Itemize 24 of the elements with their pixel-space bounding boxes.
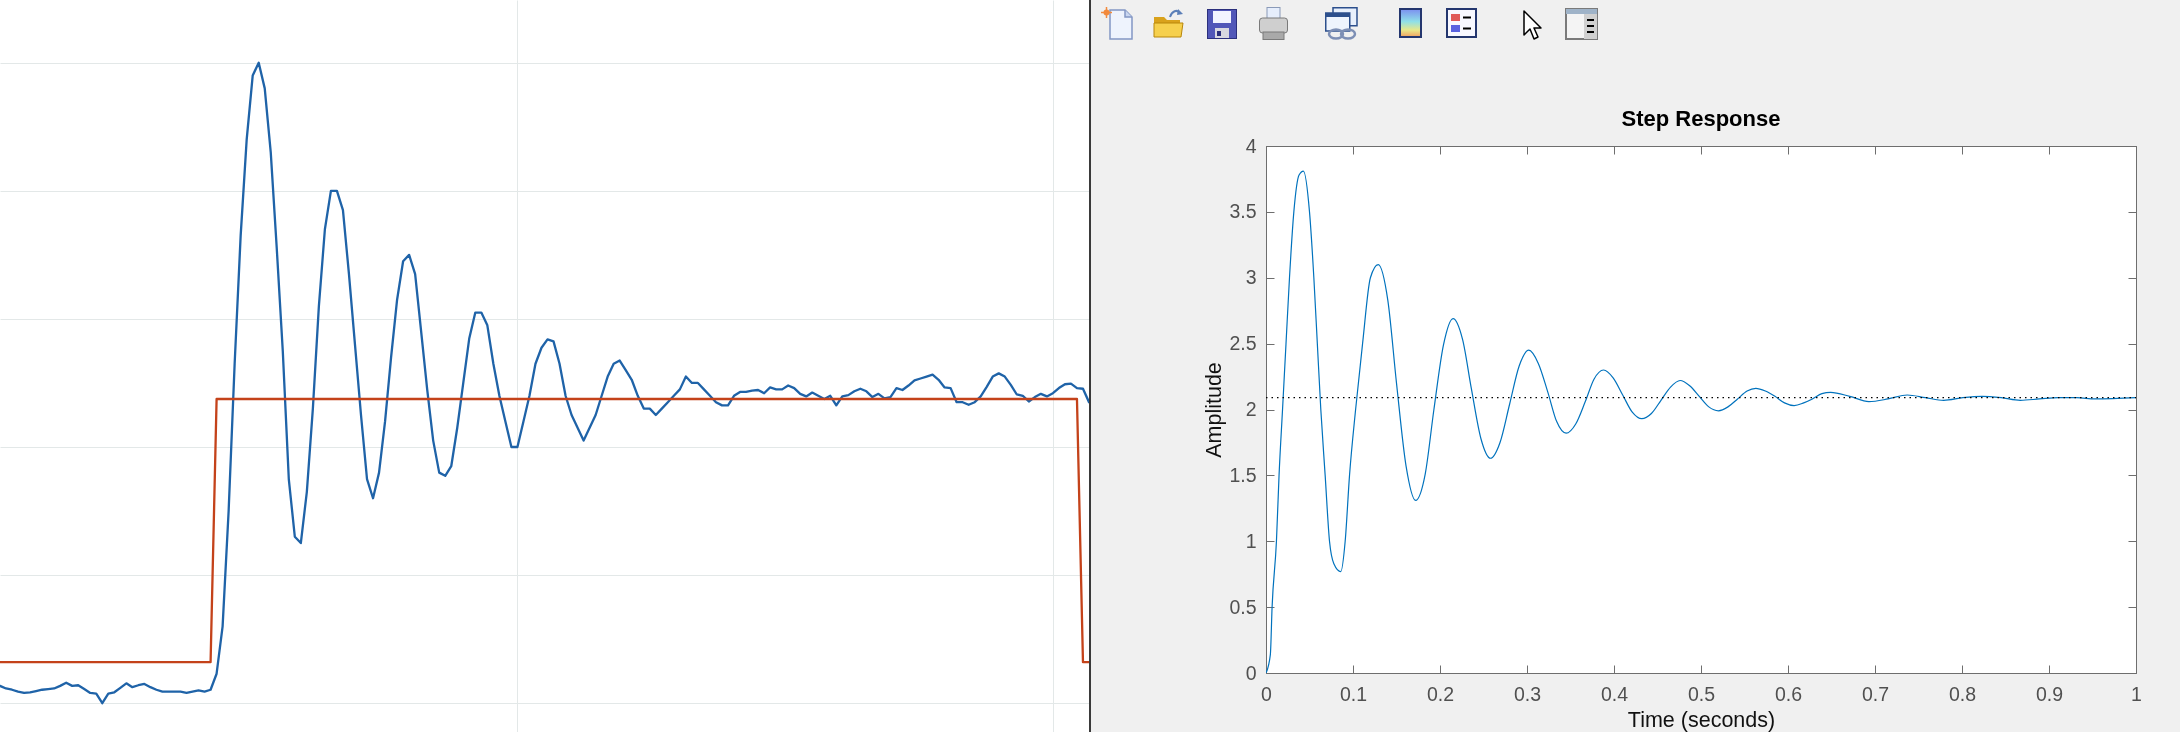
x-tick-label: 0.9	[2035, 682, 2064, 705]
x-tick-label: 0.6	[1774, 682, 1803, 705]
x-tick-label: 0.4	[1600, 682, 1629, 705]
y-tick-label: 2	[1245, 398, 1257, 420]
x-tick-label: 0.2	[1426, 682, 1455, 705]
line-series	[1266, 170, 2136, 673]
x-tick-label: 0	[1261, 682, 1273, 705]
y-tick-label: 4	[1245, 134, 1257, 157]
y-tick-label: 1	[1245, 529, 1257, 552]
x-tick-label: 1	[2131, 682, 2142, 705]
chart-title: Step Response	[1621, 106, 1781, 131]
x-tick-label: 0.8	[1948, 682, 1977, 705]
x-tick-label: 0.3	[1513, 682, 1542, 705]
y-tick-label: 1.5	[1229, 463, 1257, 486]
y-tick-label: 0.5	[1229, 595, 1257, 618]
x-tick-label: 0.1	[1339, 682, 1368, 705]
y-tick-label: 0	[1245, 661, 1257, 684]
y-tick-label: 3.5	[1229, 200, 1257, 223]
x-tick-label: 0.7	[1861, 682, 1890, 705]
y-axis-title: Amplitude	[1202, 362, 1227, 458]
x-tick-label: 0.5	[1687, 682, 1716, 705]
y-tick-label: 3	[1245, 266, 1257, 289]
x-axis-title: Time (seconds)	[1627, 708, 1776, 732]
y-tick-label: 2.5	[1229, 332, 1257, 355]
